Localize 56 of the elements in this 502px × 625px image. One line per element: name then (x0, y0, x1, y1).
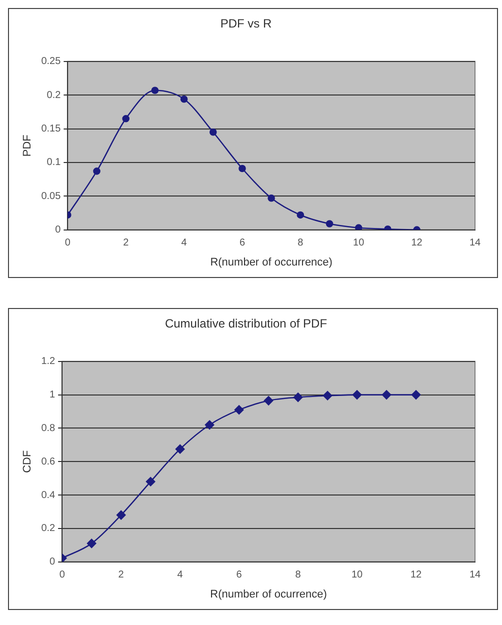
point (122, 115, 130, 122)
x-tick-label: 14 (469, 238, 481, 249)
point (293, 392, 303, 402)
x-tick-label: 6 (239, 238, 246, 249)
y-tick-label: 1 (50, 390, 56, 401)
point (116, 510, 126, 520)
y-tick-label: 0.2 (46, 90, 62, 101)
point (234, 405, 244, 414)
x-axis-title: R(number of occurrence) (210, 256, 332, 268)
x-tick-label: 2 (123, 238, 130, 249)
y-tick-label: 0 (55, 224, 62, 236)
y-tick-label: 0.15 (41, 124, 62, 135)
point (322, 390, 332, 400)
point (238, 164, 246, 172)
x-tick-label: 14 (469, 570, 481, 581)
x-tick-label: 8 (295, 570, 302, 581)
x-tick-label: 10 (351, 570, 364, 581)
x-tick-label: 12 (411, 238, 423, 249)
point (209, 128, 217, 136)
y-tick-label: 0.6 (41, 456, 56, 468)
point (268, 194, 275, 202)
point (354, 224, 362, 230)
point (93, 168, 100, 175)
point (411, 390, 421, 400)
y-tick-label: 0.8 (41, 422, 56, 434)
point (146, 476, 156, 486)
y-axis-title: CDF (22, 450, 34, 473)
point (86, 538, 96, 548)
point (204, 420, 214, 430)
y-tick-label: 0.05 (41, 190, 62, 202)
point (264, 396, 274, 406)
x-tick-label: 6 (236, 570, 242, 581)
x-tick-label: 4 (177, 570, 184, 581)
y-tick-label: 0.25 (41, 56, 62, 68)
x-tick-label: 12 (410, 570, 422, 581)
x-tick-label: 8 (298, 238, 304, 249)
y-tick-label: 0.1 (46, 157, 62, 168)
x-tick-label: 10 (353, 238, 365, 249)
point (296, 211, 304, 219)
chart-title: PDF vs R (220, 16, 272, 31)
point (175, 444, 185, 454)
y-tick-label: 0 (50, 556, 56, 568)
point (180, 95, 188, 103)
x-tick-label: 0 (64, 238, 71, 249)
chart-title: Cumulative distribution of PDF (164, 316, 328, 331)
y-tick-label: 0.2 (41, 523, 56, 534)
x-axis-title: R(number of ocurrence) (210, 588, 327, 600)
point (326, 220, 334, 228)
y-tick-label: 1.2 (41, 356, 56, 368)
x-tick-label: 2 (118, 570, 124, 581)
point (352, 390, 362, 400)
y-tick-label: 0.4 (41, 490, 56, 501)
x-tick-label: 4 (181, 238, 188, 249)
point (382, 390, 392, 400)
y-axis-title: PDF (22, 134, 34, 157)
point (151, 86, 159, 94)
